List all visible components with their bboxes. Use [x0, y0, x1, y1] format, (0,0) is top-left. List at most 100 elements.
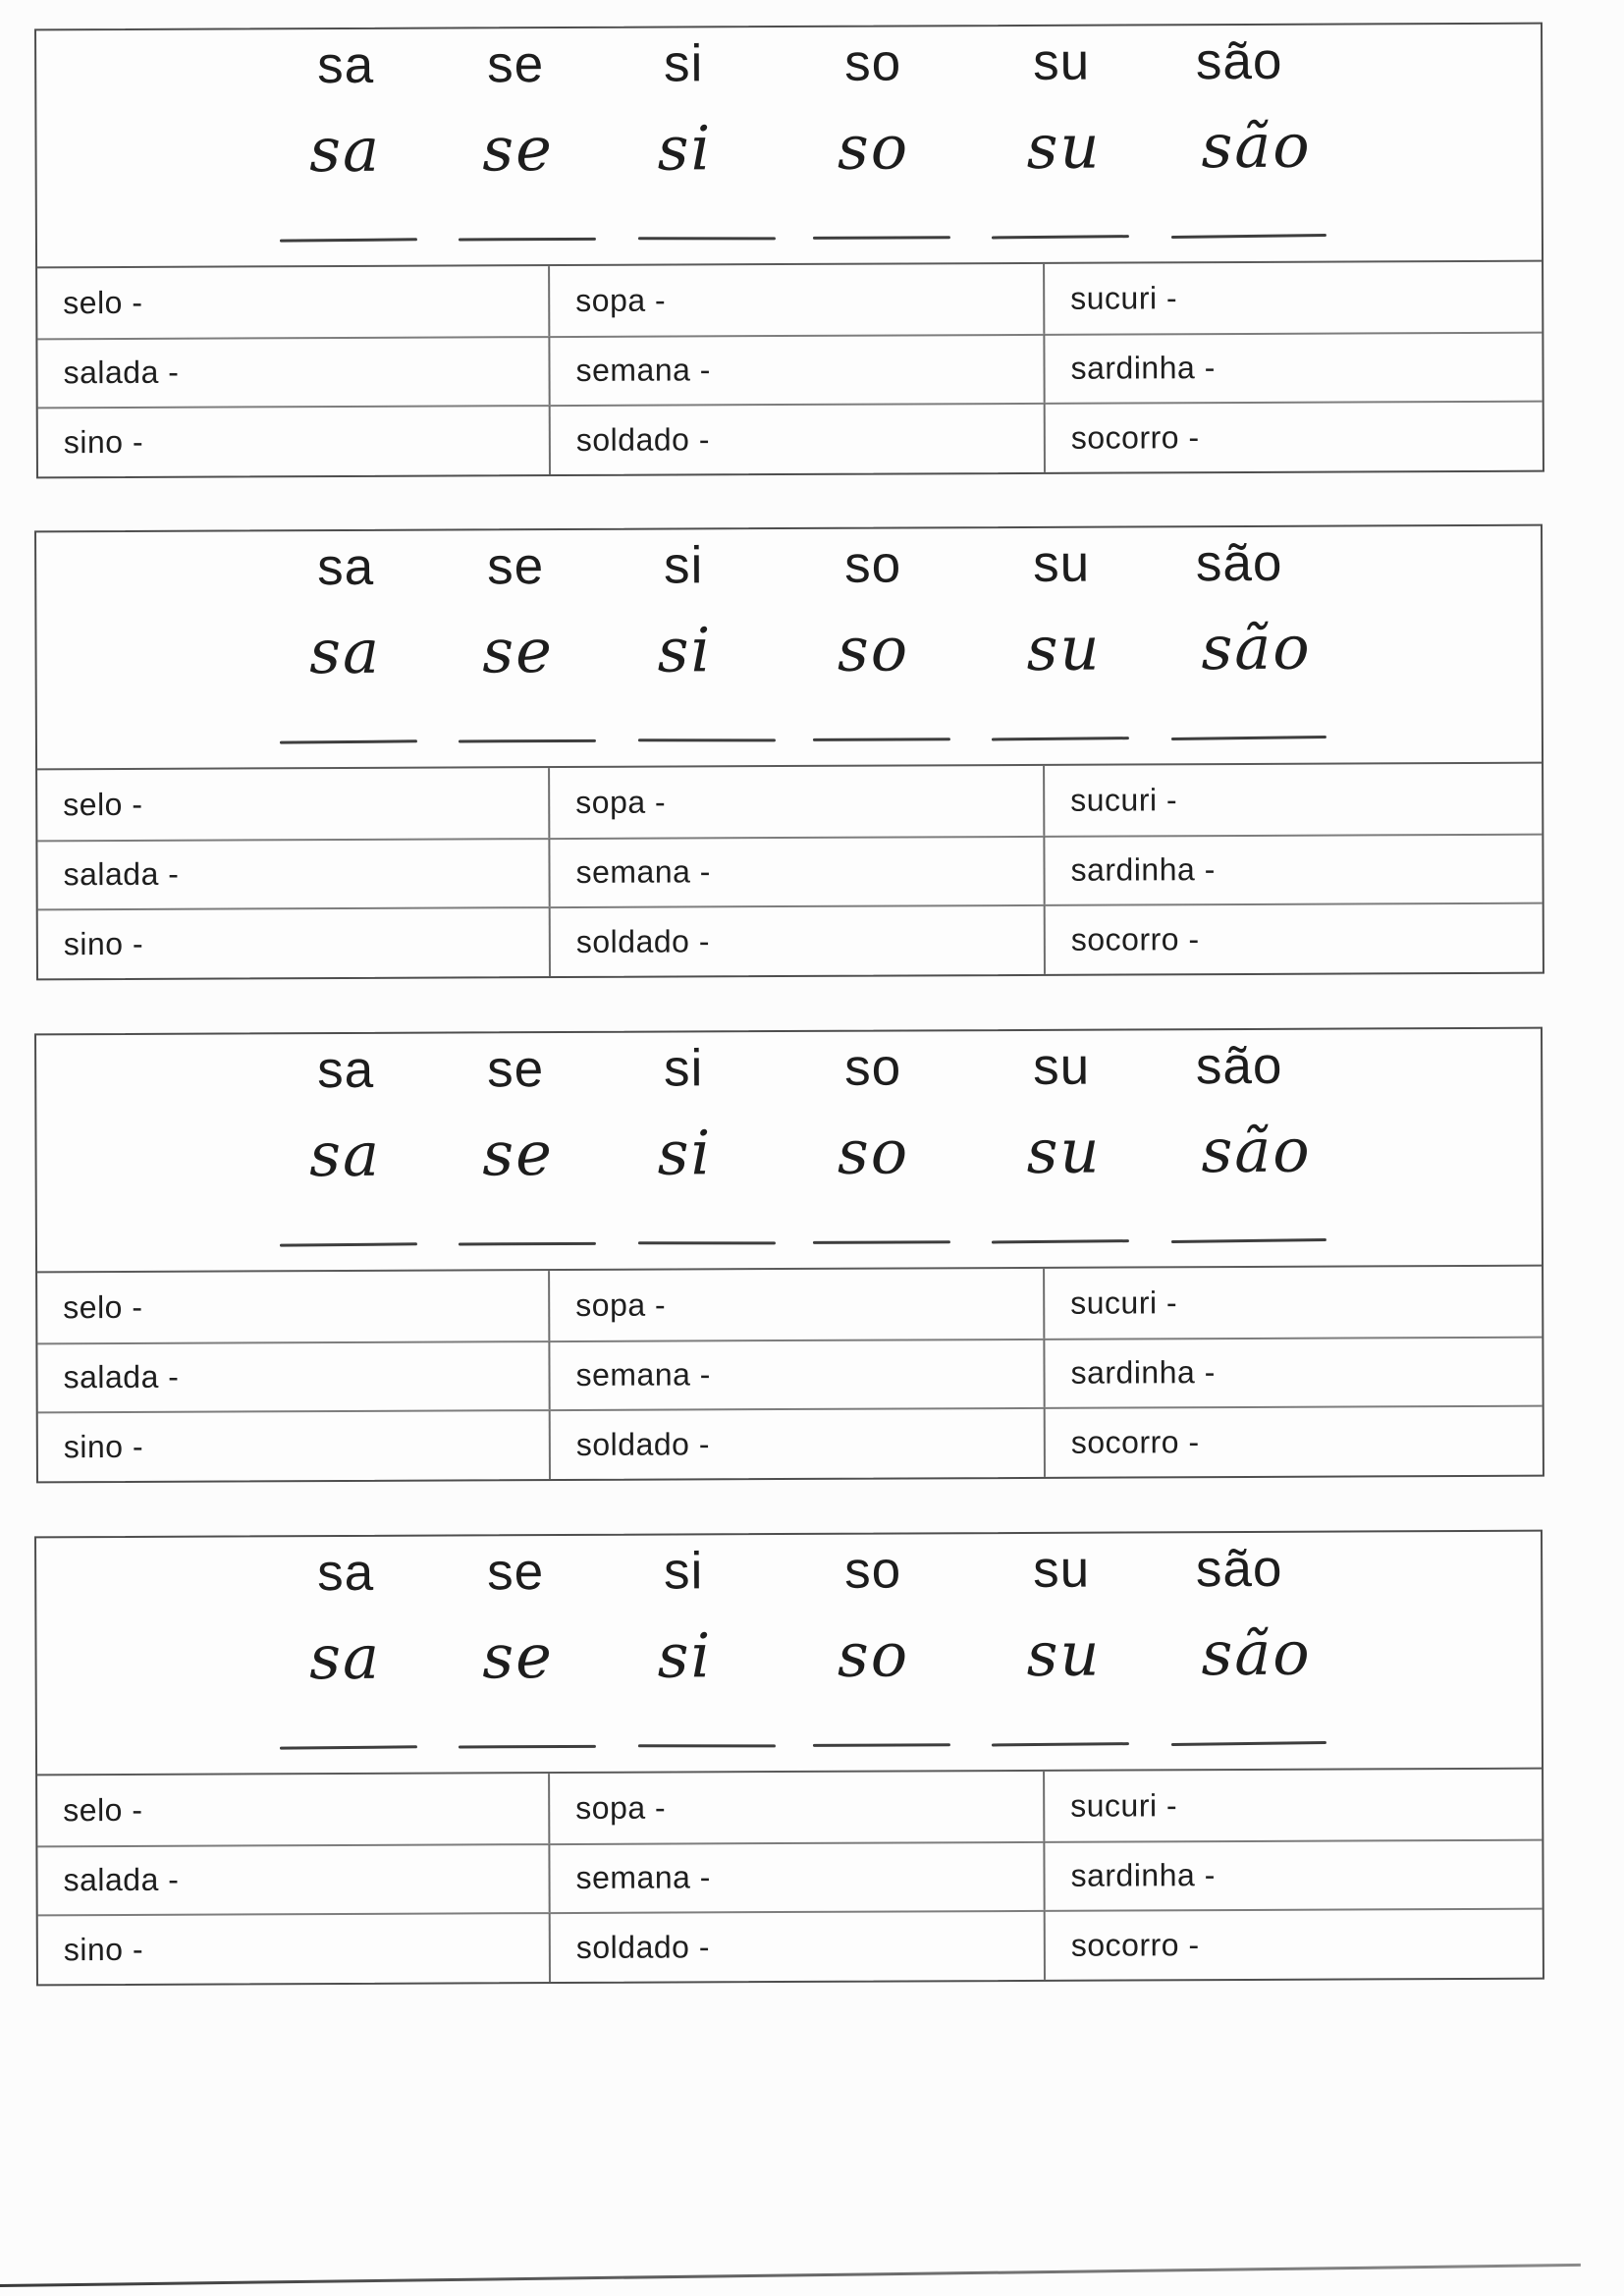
cursive-syllables-row: sa se si so su são	[36, 1114, 1541, 1195]
word-table: selo - sopa - sucuri - salada - semana -…	[37, 1267, 1543, 1482]
cursive-syllable: são	[1201, 1616, 1312, 1690]
syllable-practice-block: sa se si so su são sa se si so su são	[34, 1529, 1544, 1987]
handwriting-practice-line	[279, 238, 417, 243]
handwriting-practice-line	[637, 1241, 776, 1245]
print-syllable: si	[663, 1542, 704, 1601]
word-cell: semana -	[550, 1840, 1046, 1913]
print-syllable: sa	[317, 1543, 375, 1603]
cursive-syllable: se	[482, 1620, 554, 1693]
cursive-syllable: sa	[308, 615, 382, 688]
cursive-syllable: são	[1201, 109, 1312, 183]
cursive-syllable: se	[482, 1118, 554, 1190]
word-cell: sardinha -	[1045, 833, 1543, 905]
print-syllable: sa	[317, 1040, 375, 1100]
print-syllable: são	[1195, 1539, 1283, 1599]
print-syllable: se	[487, 1543, 545, 1602]
word-table: selo - sopa - sucuri - salada - semana -…	[37, 764, 1543, 979]
cursive-syllable: su	[1026, 612, 1102, 684]
cursive-syllables-row: sa se si so su são	[36, 1616, 1541, 1698]
word-cell: sucuri -	[1070, 280, 1178, 316]
word-cell: sopa -	[550, 765, 1046, 838]
word-cell: sardinha -	[1045, 1838, 1543, 1911]
cursive-syllable: se	[482, 615, 554, 687]
handwriting-practice-line	[991, 1742, 1129, 1747]
handwriting-practice-line	[991, 737, 1129, 741]
handwriting-practice-line	[812, 1743, 950, 1747]
word-cell: soldado -	[550, 1407, 1046, 1480]
print-syllable: são	[1195, 31, 1283, 91]
word-table: selo - sopa - sucuri - salada - semana -…	[37, 1770, 1543, 1985]
print-syllable: sa	[317, 35, 375, 95]
cursive-syllables-row: sa se si so su são	[36, 109, 1541, 191]
handwriting-practice-line	[279, 1745, 417, 1750]
handwriting-practice-line	[991, 235, 1129, 240]
word-cell: sardinha -	[1045, 1336, 1543, 1408]
handwriting-practice-line	[458, 237, 596, 242]
word-cell: socorro -	[1045, 400, 1543, 472]
word-cell: sucuri -	[1070, 782, 1178, 818]
cursive-syllable: sa	[308, 1118, 382, 1191]
practice-lines-row	[37, 233, 1542, 246]
word-cell: soldado -	[550, 1910, 1046, 1983]
word-cell: sino -	[37, 906, 551, 979]
word-cell: sardinha -	[1045, 331, 1543, 404]
print-syllable: su	[1033, 32, 1091, 91]
cursive-syllable: são	[1201, 611, 1312, 684]
cursive-syllable: si	[657, 112, 713, 185]
practice-lines-row	[37, 1740, 1542, 1754]
word-cell: semana -	[550, 1338, 1046, 1410]
print-syllable: são	[1195, 1036, 1283, 1096]
print-syllable: so	[844, 33, 902, 92]
word-cell: selo -	[37, 1774, 551, 1845]
cursive-syllable: su	[1026, 1115, 1102, 1187]
handwriting-practice-line	[812, 1240, 950, 1244]
cursive-syllable: sa	[308, 113, 382, 187]
word-cell: salada -	[37, 837, 551, 909]
cursive-syllable: so	[837, 111, 910, 184]
print-syllable: si	[663, 34, 704, 93]
cursive-syllables-row: sa se si so su são	[36, 611, 1541, 692]
word-cell: socorro -	[1045, 902, 1543, 974]
word-cell: sucuri -	[1070, 1285, 1178, 1321]
print-syllables-row: sa se si so su são	[36, 31, 1541, 110]
cursive-syllable: su	[1026, 110, 1102, 183]
print-syllables-row: sa se si so su são	[36, 534, 1541, 612]
print-syllable: si	[663, 536, 704, 595]
cursive-syllable: so	[837, 1116, 910, 1188]
word-cell: salada -	[37, 1339, 551, 1412]
word-cell: semana -	[550, 835, 1046, 907]
handwriting-practice-line	[279, 739, 417, 744]
print-syllable: su	[1033, 534, 1091, 593]
syllable-header: sa se si so su são sa se si so su são	[36, 24, 1543, 269]
handwriting-practice-line	[637, 1744, 776, 1748]
handwriting-practice-line	[812, 236, 950, 240]
word-cell: socorro -	[1045, 1907, 1543, 1980]
handwriting-practice-line	[1170, 735, 1326, 740]
word-cell: salada -	[37, 335, 551, 408]
syllable-header: sa se si so su são sa se si so su são	[36, 1531, 1543, 1777]
cursive-syllable: si	[657, 1117, 713, 1189]
cursive-syllable: sa	[308, 1620, 382, 1694]
cursive-syllable: si	[657, 614, 713, 686]
cursive-syllable: su	[1026, 1617, 1102, 1690]
handwriting-practice-line	[279, 1242, 417, 1247]
print-syllables-row: sa se si so su são	[36, 1036, 1541, 1115]
handwriting-practice-line	[458, 738, 596, 743]
word-cell: sino -	[37, 1409, 551, 1482]
print-syllable: su	[1033, 1037, 1091, 1096]
word-cell: semana -	[550, 333, 1046, 406]
syllable-header: sa se si so su são sa se si so su são	[36, 525, 1543, 771]
print-syllable: so	[844, 1541, 902, 1600]
print-syllable: so	[844, 1038, 902, 1097]
word-cell: sino -	[37, 1912, 551, 1985]
cursive-syllable: são	[1201, 1114, 1312, 1187]
word-cell: sucuri -	[1070, 1787, 1178, 1824]
cursive-syllable: so	[837, 613, 910, 685]
practice-lines-row	[37, 1237, 1542, 1251]
word-cell: sopa -	[550, 263, 1046, 336]
word-cell: sopa -	[550, 1771, 1046, 1843]
syllable-practice-block: sa se si so su são sa se si so su são	[34, 523, 1544, 981]
handwriting-practice-line	[458, 1744, 596, 1749]
word-cell: sino -	[37, 405, 551, 477]
word-cell: selo -	[37, 1271, 551, 1342]
